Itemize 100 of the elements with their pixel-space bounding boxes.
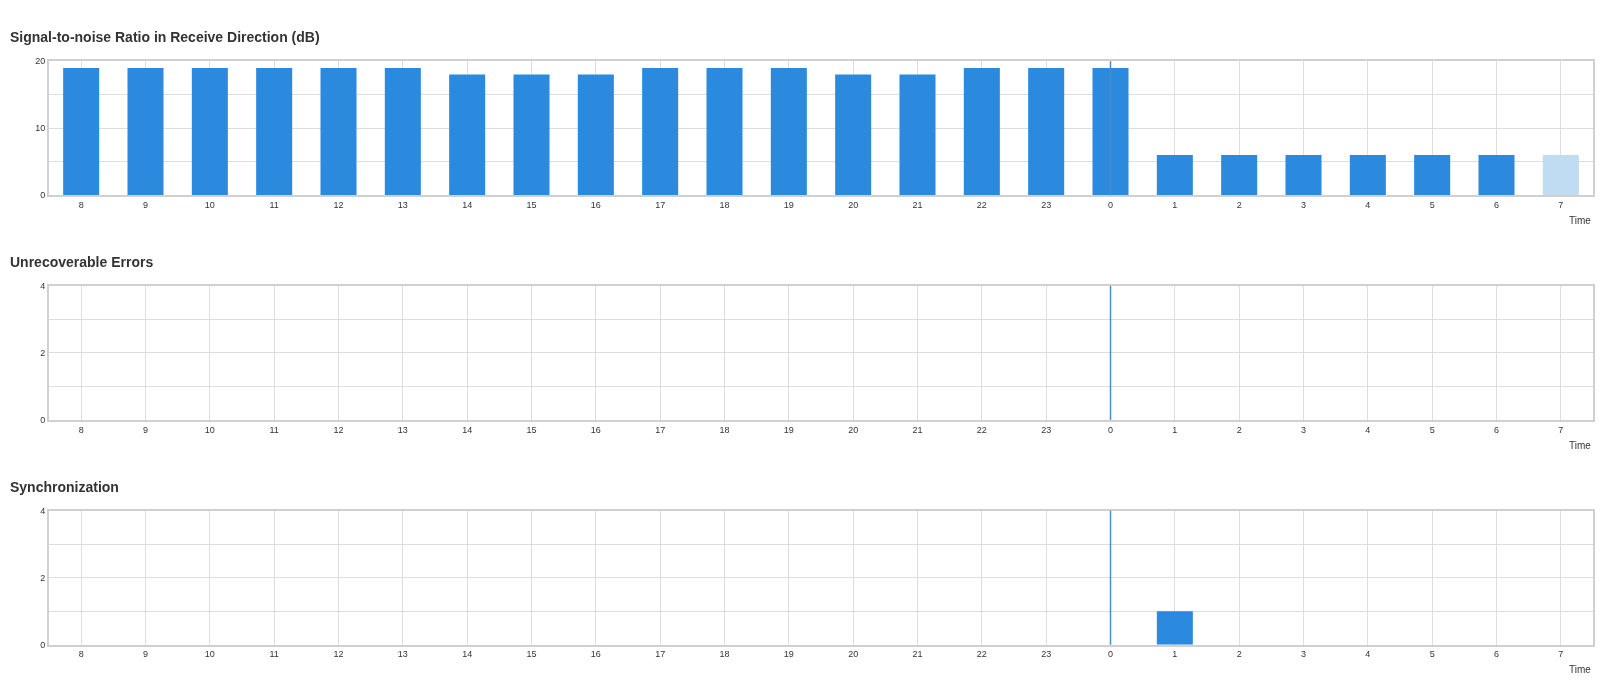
x-tick-label: 9 — [142, 424, 149, 435]
x-axis-title: Time — [1569, 664, 1592, 675]
bar — [706, 67, 743, 196]
bar — [963, 67, 1000, 196]
x-tick-label: 19 — [783, 424, 794, 435]
x-tick-label: 4 — [1365, 200, 1371, 211]
bar — [1221, 155, 1258, 196]
bar — [127, 67, 164, 196]
bar — [1478, 155, 1515, 196]
y-tick-label: 0 — [40, 639, 46, 650]
x-tick-label: 7 — [1558, 649, 1564, 660]
x-tick-label: 5 — [1429, 649, 1435, 660]
x-tick-label: 9 — [142, 200, 149, 211]
x-tick-label: 13 — [397, 424, 408, 435]
x-tick-label: 7 — [1558, 424, 1564, 435]
x-tick-label: 8 — [78, 424, 84, 435]
x-tick-label: 21 — [912, 649, 923, 660]
x-tick-label: 2 — [1236, 200, 1242, 211]
x-tick-label: 22 — [976, 200, 987, 211]
x-tick-label: 18 — [719, 200, 730, 211]
x-tick-label: 23 — [1041, 649, 1052, 660]
x-tick-label: 15 — [526, 649, 537, 660]
bar — [320, 67, 357, 196]
x-tick-label: 4 — [1365, 424, 1371, 435]
x-tick-label: 19 — [783, 649, 794, 660]
x-tick-label: 12 — [333, 424, 344, 435]
bar — [1349, 155, 1386, 196]
x-tick-label: 11 — [269, 649, 279, 660]
x-tick-label: 22 — [976, 424, 987, 435]
x-tick-label: 3 — [1300, 424, 1307, 435]
x-tick-label: 12 — [333, 649, 344, 660]
x-tick-label: 16 — [590, 424, 601, 435]
x-tick-label: 6 — [1493, 424, 1500, 435]
x-tick-label: 15 — [526, 424, 537, 435]
x-tick-label: 2 — [1236, 424, 1242, 435]
chart-title: Synchronization — [10, 479, 119, 495]
y-tick-label: 4 — [40, 281, 46, 292]
x-tick-label: 11 — [269, 424, 279, 435]
y-tick-label: 2 — [40, 348, 46, 359]
bar — [1156, 155, 1193, 196]
bar — [835, 74, 872, 196]
x-tick-label: 6 — [1493, 649, 1500, 660]
x-tick-label: 12 — [333, 200, 344, 211]
bar — [513, 74, 550, 196]
x-tick-label: 18 — [719, 649, 730, 660]
bar — [449, 74, 486, 196]
x-tick-label: 5 — [1429, 200, 1435, 211]
x-tick-label: 17 — [655, 424, 666, 435]
x-tick-label: 20 — [848, 649, 859, 660]
x-tick-label: 3 — [1300, 200, 1307, 211]
x-tick-label: 6 — [1493, 200, 1500, 211]
x-tick-label: 17 — [655, 649, 666, 660]
x-tick-label: 11 — [269, 200, 279, 211]
x-tick-label: 14 — [462, 200, 473, 211]
bar — [1028, 67, 1065, 196]
x-tick-label: 4 — [1365, 649, 1371, 660]
bar — [256, 67, 293, 196]
y-tick-label: 0 — [40, 415, 46, 426]
x-tick-label: 5 — [1429, 424, 1435, 435]
y-tick-label: 4 — [40, 505, 46, 516]
x-tick-label: 7 — [1558, 200, 1564, 211]
x-tick-label: 1 — [1172, 424, 1178, 435]
bar — [384, 67, 421, 196]
x-axis-title: Time — [1569, 440, 1592, 451]
bar — [63, 67, 100, 196]
x-tick-label: 1 — [1172, 200, 1178, 211]
x-tick-label: 19 — [783, 200, 794, 211]
x-tick-label: 8 — [78, 649, 84, 660]
x-tick-label: 23 — [1041, 424, 1052, 435]
x-tick-label: 14 — [462, 649, 473, 660]
x-tick-label: 15 — [526, 200, 537, 211]
x-tick-label: 22 — [976, 649, 987, 660]
x-tick-label: 20 — [848, 424, 859, 435]
y-tick-label: 2 — [40, 572, 46, 583]
chart-title: Signal-to-noise Ratio in Receive Direction (dB) — [10, 29, 320, 45]
bar — [1414, 155, 1451, 196]
chart-title: Unrecoverable Errors — [10, 254, 154, 270]
x-tick-label: 2 — [1236, 649, 1242, 660]
x-tick-label: 18 — [719, 424, 730, 435]
x-tick-label: 14 — [462, 424, 473, 435]
x-tick-label: 16 — [590, 649, 601, 660]
y-tick-label: 10 — [35, 123, 46, 134]
bar — [899, 74, 936, 196]
x-tick-label: 0 — [1107, 649, 1114, 660]
bar — [577, 74, 614, 196]
x-tick-label: 13 — [397, 649, 408, 660]
y-tick-label: 0 — [40, 190, 46, 201]
bar — [642, 67, 679, 196]
x-tick-label: 1 — [1172, 649, 1178, 660]
bar — [191, 67, 228, 196]
x-tick-label: 21 — [912, 200, 923, 211]
x-tick-label: 9 — [142, 649, 149, 660]
x-tick-label: 3 — [1300, 649, 1307, 660]
x-tick-label: 16 — [590, 200, 601, 211]
bar — [1542, 155, 1579, 196]
x-tick-label: 8 — [78, 200, 84, 211]
x-tick-label: 0 — [1107, 200, 1114, 211]
y-tick-label: 20 — [35, 56, 46, 67]
x-tick-label: 21 — [912, 424, 923, 435]
x-axis-title: Time — [1569, 215, 1592, 226]
